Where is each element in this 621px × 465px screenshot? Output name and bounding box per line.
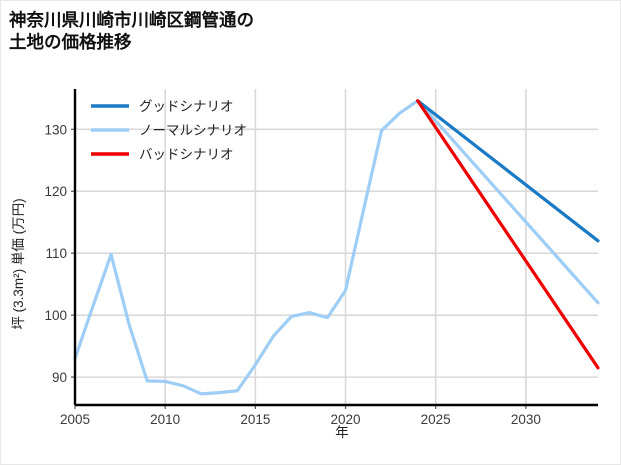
y-tick-label: 100 [44, 308, 67, 323]
y-axis-ticks-group: 90 100 110 120 130 [44, 122, 75, 385]
x-tick-label: 2030 [511, 412, 541, 427]
y-axis-label: 坪 (3.3m²) 単価 (万円) [11, 198, 26, 329]
x-tick-label: 2010 [150, 412, 180, 427]
legend-label: グッドシナリオ [139, 99, 234, 114]
y-tick-label: 110 [45, 246, 67, 261]
x-tick-label: 2020 [330, 412, 360, 427]
series-lines-group [73, 99, 600, 396]
x-tick-label: 2005 [60, 412, 90, 427]
y-tick-label: 130 [44, 122, 67, 137]
gridlines-group [74, 89, 598, 405]
chart-title: 神奈川県川崎市川崎区鋼管通の 土地の価格推移 [9, 10, 254, 53]
x-tick-label: 2025 [421, 412, 451, 427]
series-line-bad [416, 99, 600, 370]
axes-group [73, 89, 598, 407]
y-tick-label: 90 [52, 370, 67, 385]
x-tick-label: 2015 [240, 412, 270, 427]
y-tick-label: 120 [44, 184, 67, 199]
x-axis-ticks-group: 2005 2010 2015 2020 2025 2030 [60, 405, 541, 427]
series-line-good [416, 99, 600, 243]
legend-label: バッドシナリオ [139, 147, 234, 162]
x-axis-label: 年 [335, 425, 349, 440]
series-line-normal [73, 99, 600, 396]
legend-label: ノーマルシナリオ [139, 123, 247, 138]
